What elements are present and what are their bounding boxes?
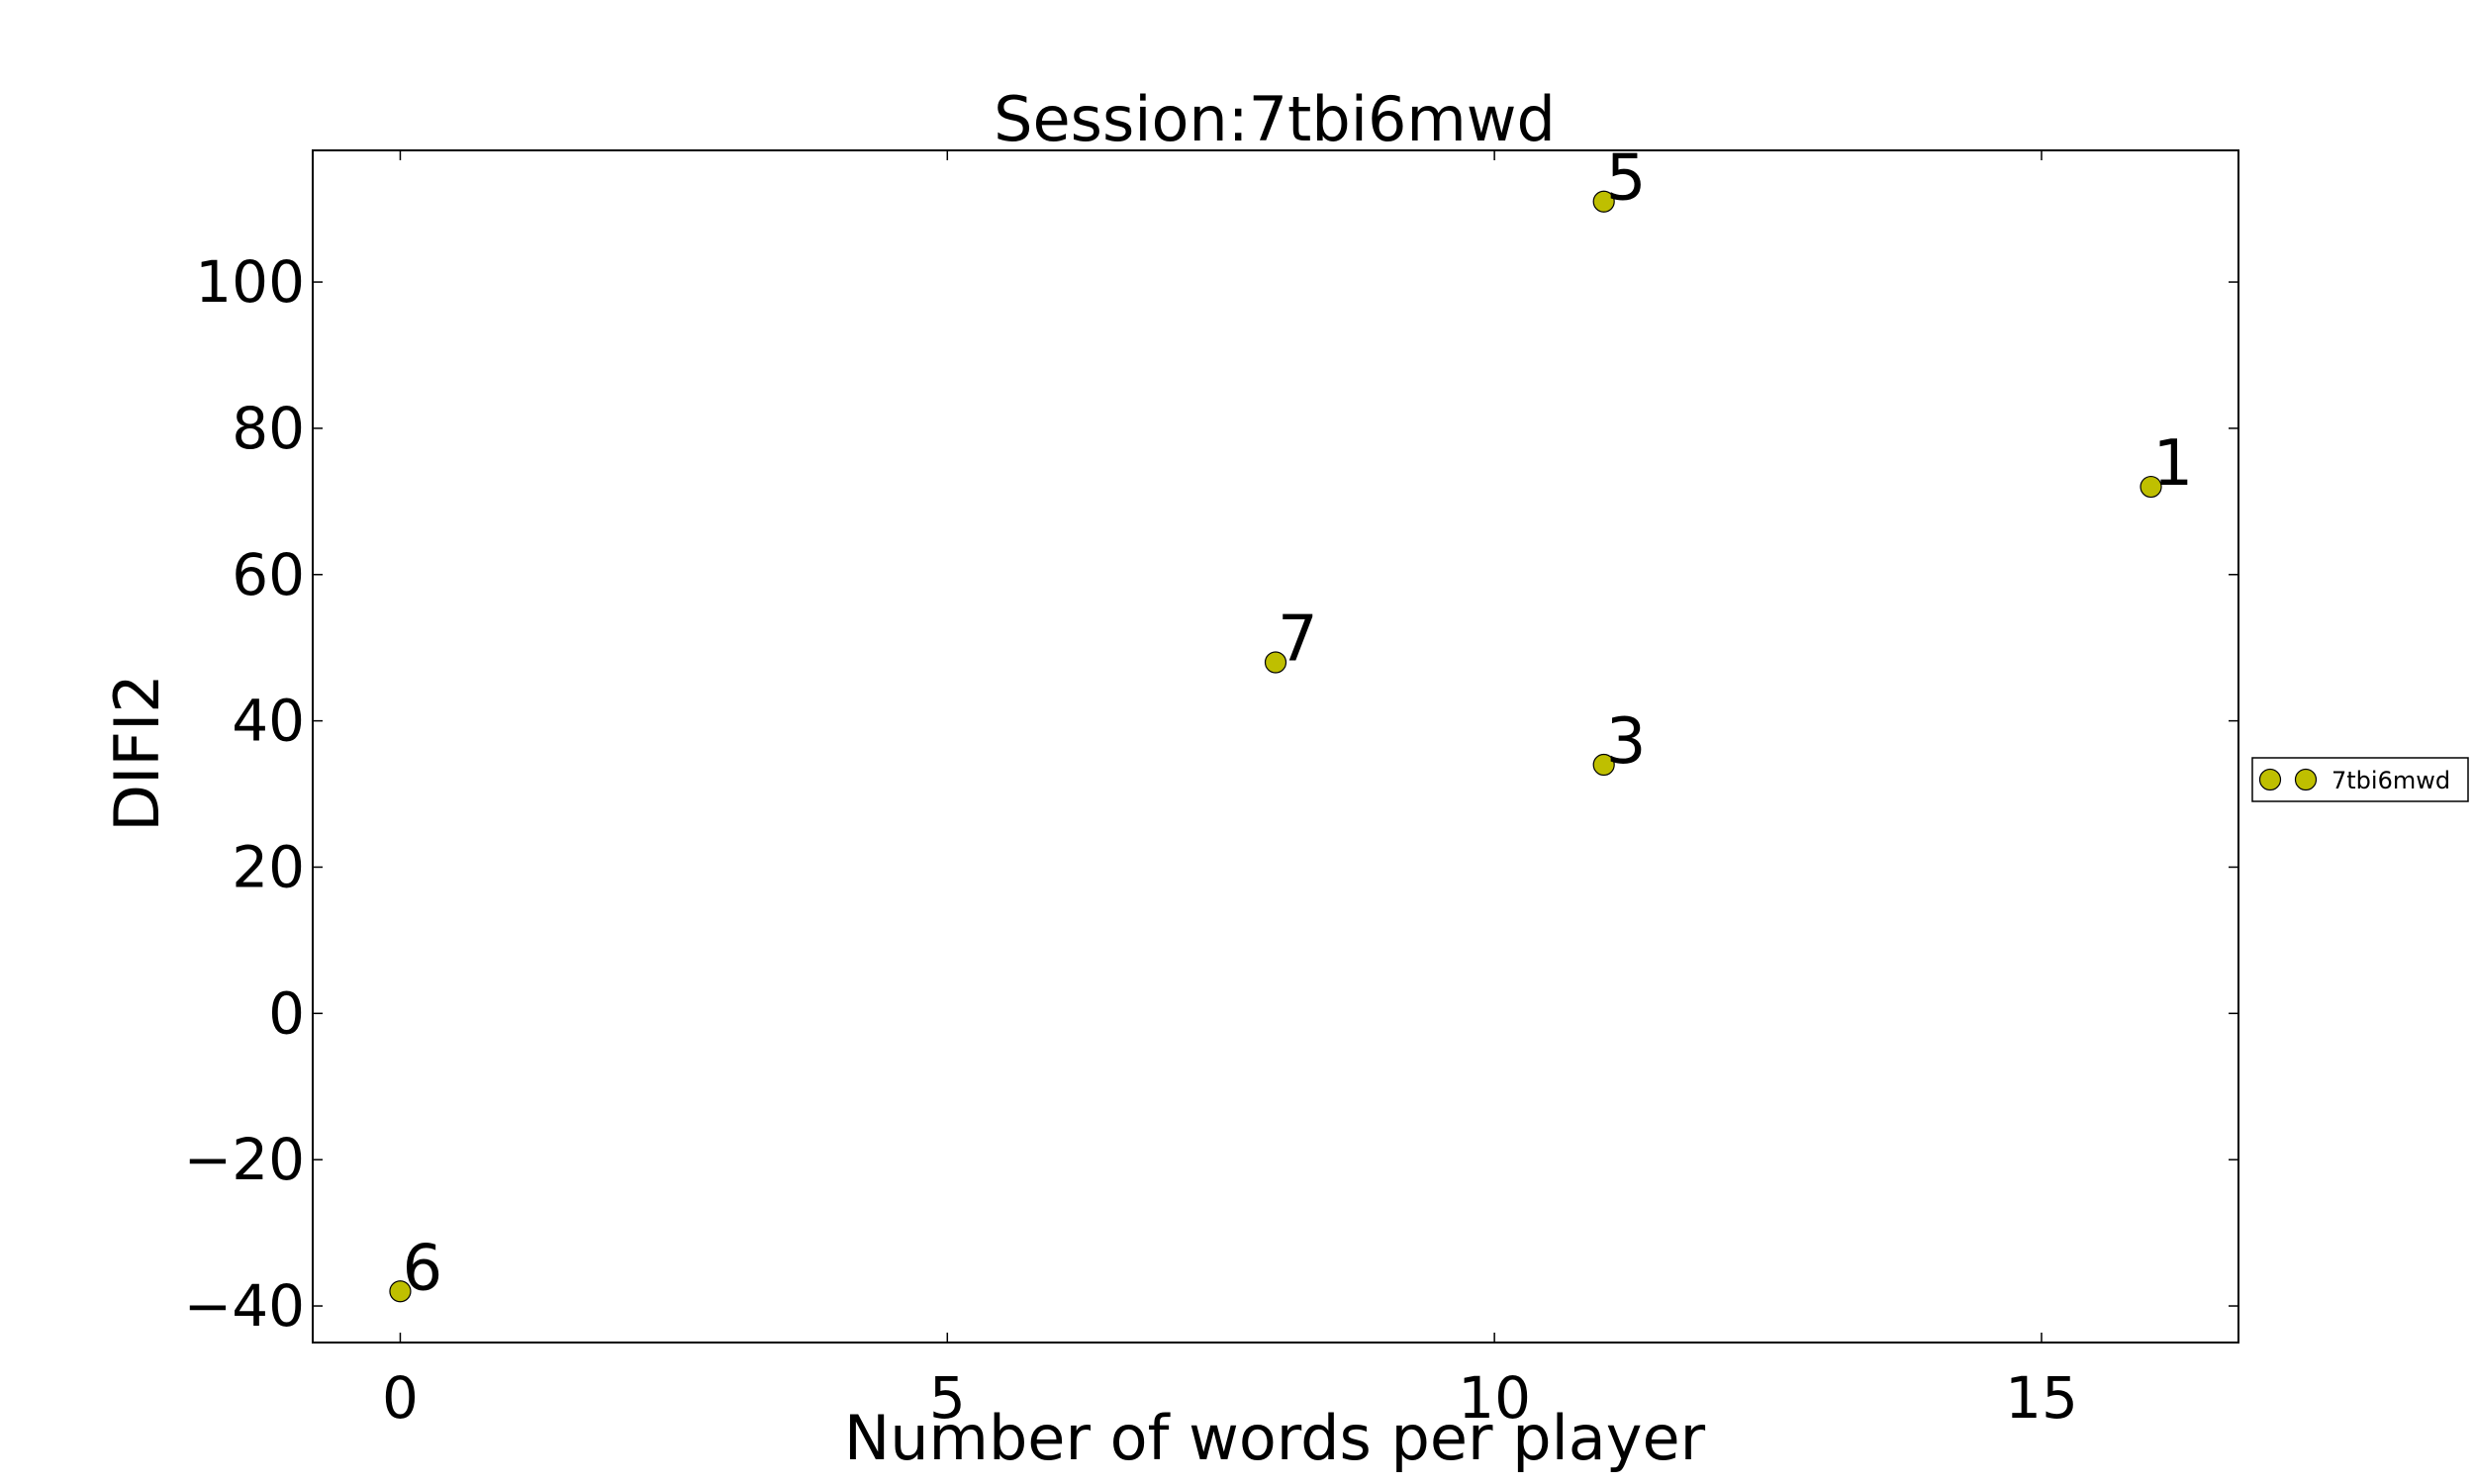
point-label: 6 bbox=[402, 1232, 442, 1305]
point-label: 1 bbox=[2153, 427, 2194, 501]
data-point bbox=[389, 1280, 412, 1303]
y-tick-label: 100 bbox=[195, 248, 305, 316]
data-point bbox=[2140, 475, 2162, 499]
x-axis: 0 5 10 15 bbox=[382, 150, 2078, 1432]
data-points: 1 3 5 6 7 bbox=[389, 142, 2194, 1305]
data-point bbox=[1592, 753, 1615, 777]
y-tick-label: 0 bbox=[268, 979, 305, 1047]
y-axis-title: DIFI2 bbox=[101, 674, 173, 831]
point-label: 3 bbox=[1606, 705, 1647, 779]
y-axis: −40 −20 0 20 40 60 80 100 bbox=[184, 248, 2238, 1340]
x-axis-title: Number of words per player bbox=[844, 1402, 1706, 1474]
y-tick-label: −40 bbox=[184, 1272, 305, 1340]
legend-label: 7tbi6mwd bbox=[2331, 767, 2450, 794]
point-label: 5 bbox=[1606, 142, 1647, 216]
plot-area bbox=[312, 149, 2239, 1344]
plot-frame bbox=[312, 149, 2239, 1344]
legend: 7tbi6mwd bbox=[2251, 757, 2469, 802]
legend-frame bbox=[2251, 757, 2469, 802]
y-tick-label: 80 bbox=[232, 395, 305, 462]
y-tick-label: 20 bbox=[232, 833, 305, 900]
x-tick-label: 10 bbox=[1458, 1364, 1531, 1432]
x-tick-label: 15 bbox=[2005, 1364, 2078, 1432]
legend-marker bbox=[2294, 768, 2318, 791]
y-tick-label: −20 bbox=[184, 1126, 305, 1193]
point-label: 7 bbox=[1278, 603, 1318, 676]
y-tick-label: 60 bbox=[232, 541, 305, 608]
x-tick-label: 5 bbox=[929, 1364, 966, 1432]
x-tick-label: 0 bbox=[382, 1364, 419, 1432]
data-point bbox=[1592, 190, 1615, 213]
data-point bbox=[1264, 651, 1287, 674]
legend-marker bbox=[2258, 768, 2282, 791]
y-tick-label: 40 bbox=[232, 688, 305, 755]
chart-title: Session:7tbi6mwd bbox=[994, 83, 1556, 155]
